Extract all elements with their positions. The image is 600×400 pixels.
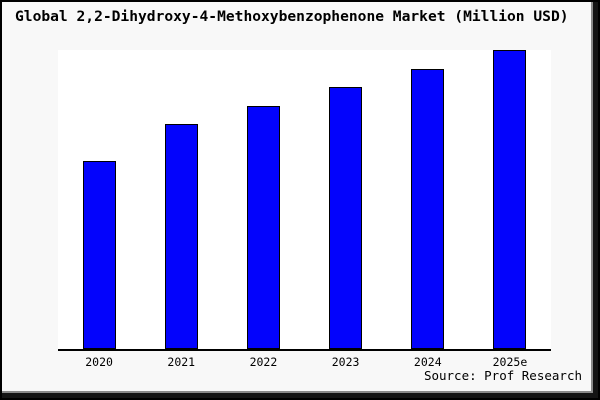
chart-title: Global 2,2-Dihydroxy-4-Methoxybenzopheno… [15,8,569,25]
bar-2021 [164,124,198,349]
plot-area [58,50,551,351]
bar-2025e [493,50,527,349]
x-tick-label-2020: 2020 [85,355,113,369]
x-tick-label-2023: 2023 [331,355,360,369]
bar-2020 [82,161,116,349]
x-tick-label-2022: 2022 [249,355,278,369]
bar-slot-2021 [140,50,222,349]
bar-2022 [246,105,280,349]
x-tick-label-2025e: 2025e [492,355,528,369]
x-axis-labels: 2020 2021 2022 2023 2024 2025e [58,355,551,369]
bar-slot-2022 [222,50,304,349]
bar-2024 [411,68,445,349]
bar-2023 [329,86,363,349]
bar-slot-2023 [305,50,387,349]
x-tick-label-2021: 2021 [167,355,196,369]
bar-slot-2020 [58,50,140,349]
x-tick-label-2024: 2024 [413,355,442,369]
source-credit: Source: Prof Research [423,368,582,383]
bars-container [58,50,551,349]
bar-slot-2025e [469,50,551,349]
bar-slot-2024 [387,50,469,349]
